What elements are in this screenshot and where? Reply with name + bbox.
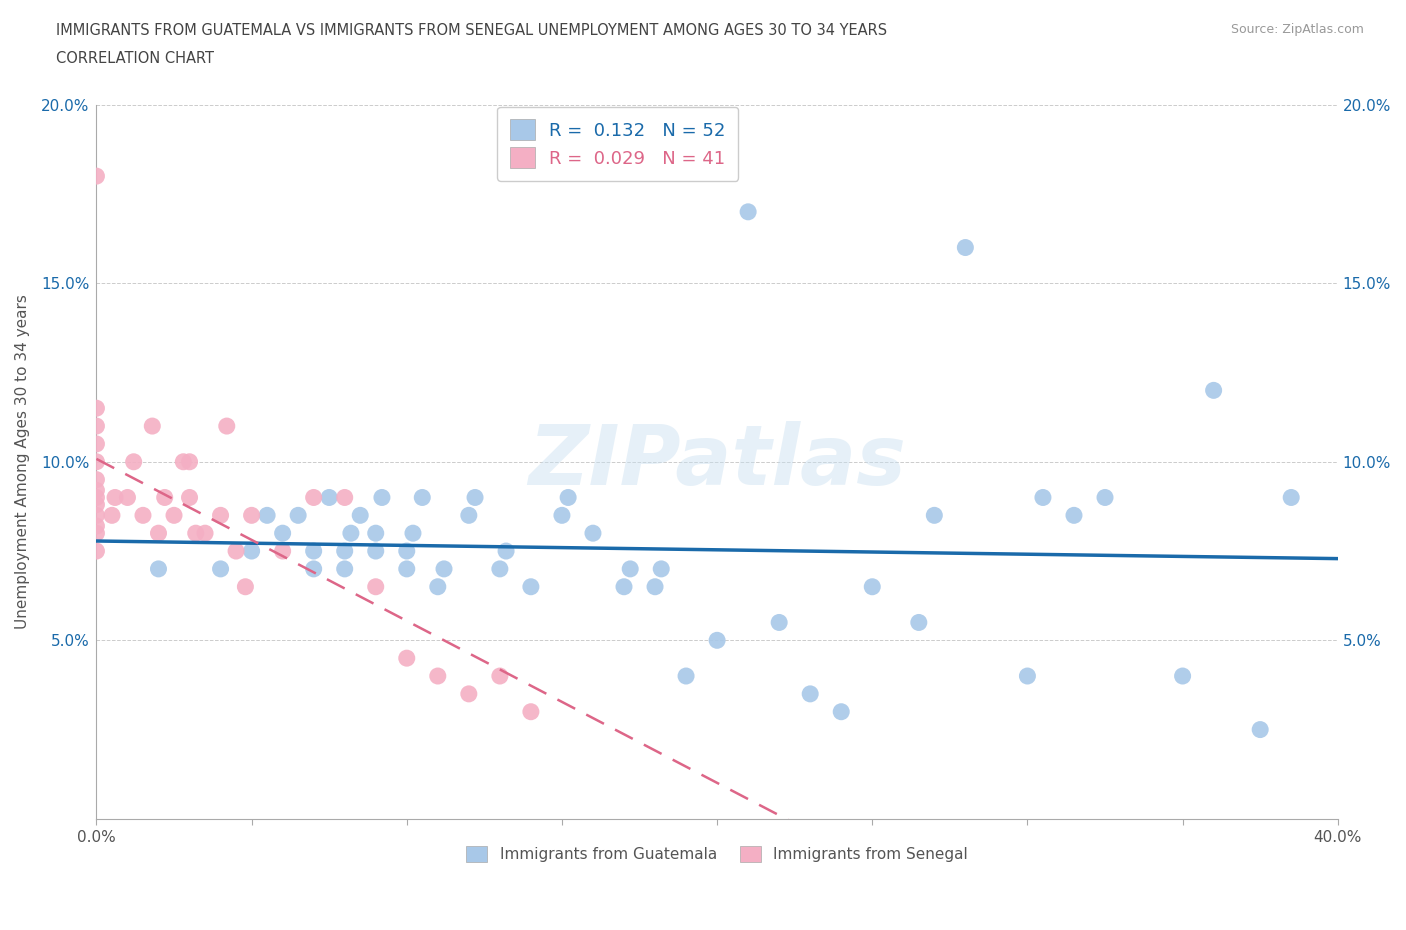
Text: CORRELATION CHART: CORRELATION CHART — [56, 51, 214, 66]
Point — [402, 525, 425, 540]
Point — [179, 490, 201, 505]
Point — [104, 490, 127, 505]
Point — [349, 508, 371, 523]
Point — [364, 544, 387, 559]
Point — [86, 168, 108, 183]
Point — [209, 508, 232, 523]
Point — [194, 525, 217, 540]
Point — [215, 418, 238, 433]
Point — [1063, 508, 1085, 523]
Point — [184, 525, 207, 540]
Point — [799, 686, 821, 701]
Point — [240, 508, 263, 523]
Point — [924, 508, 946, 523]
Point — [86, 519, 108, 534]
Point — [613, 579, 636, 594]
Point — [364, 579, 387, 594]
Point — [830, 704, 852, 719]
Text: Source: ZipAtlas.com: Source: ZipAtlas.com — [1230, 23, 1364, 36]
Point — [364, 525, 387, 540]
Legend: Immigrants from Guatemala, Immigrants from Senegal: Immigrants from Guatemala, Immigrants fr… — [460, 840, 974, 869]
Point — [1017, 669, 1039, 684]
Point — [395, 562, 418, 577]
Point — [582, 525, 605, 540]
Point — [520, 579, 543, 594]
Point — [860, 579, 883, 594]
Point — [86, 490, 108, 505]
Point — [86, 498, 108, 512]
Point — [209, 562, 232, 577]
Point — [240, 544, 263, 559]
Point — [86, 401, 108, 416]
Text: IMMIGRANTS FROM GUATEMALA VS IMMIGRANTS FROM SENEGAL UNEMPLOYMENT AMONG AGES 30 : IMMIGRANTS FROM GUATEMALA VS IMMIGRANTS … — [56, 23, 887, 38]
Point — [153, 490, 176, 505]
Point — [333, 490, 356, 505]
Point — [86, 525, 108, 540]
Point — [163, 508, 186, 523]
Point — [172, 455, 194, 470]
Point — [464, 490, 486, 505]
Point — [706, 633, 728, 648]
Point — [1094, 490, 1116, 505]
Point — [333, 562, 356, 577]
Point — [302, 562, 325, 577]
Point — [489, 562, 512, 577]
Point — [1032, 490, 1054, 505]
Point — [117, 490, 139, 505]
Point — [302, 490, 325, 505]
Point — [271, 525, 294, 540]
Point — [457, 508, 479, 523]
Point — [86, 472, 108, 487]
Point — [256, 508, 278, 523]
Point — [457, 686, 479, 701]
Point — [644, 579, 666, 594]
Point — [395, 544, 418, 559]
Point — [86, 544, 108, 559]
Point — [271, 544, 294, 559]
Point — [650, 562, 672, 577]
Point — [675, 669, 697, 684]
Point — [122, 455, 145, 470]
Point — [395, 651, 418, 666]
Point — [287, 508, 309, 523]
Point — [551, 508, 574, 523]
Point — [426, 669, 449, 684]
Point — [318, 490, 340, 505]
Y-axis label: Unemployment Among Ages 30 to 34 years: Unemployment Among Ages 30 to 34 years — [15, 294, 30, 630]
Point — [495, 544, 517, 559]
Point — [340, 525, 363, 540]
Point — [86, 508, 108, 523]
Point — [235, 579, 257, 594]
Point — [333, 544, 356, 559]
Text: ZIPatlas: ZIPatlas — [529, 421, 905, 502]
Point — [1171, 669, 1194, 684]
Point — [557, 490, 579, 505]
Point — [86, 455, 108, 470]
Point — [101, 508, 124, 523]
Point — [148, 525, 170, 540]
Point — [907, 615, 929, 630]
Point — [225, 544, 247, 559]
Point — [489, 669, 512, 684]
Point — [433, 562, 456, 577]
Point — [86, 418, 108, 433]
Point — [768, 615, 790, 630]
Point — [86, 436, 108, 451]
Point — [1249, 722, 1271, 737]
Point — [148, 562, 170, 577]
Point — [411, 490, 433, 505]
Point — [737, 205, 759, 219]
Point — [302, 544, 325, 559]
Point — [371, 490, 394, 505]
Point — [1279, 490, 1302, 505]
Point — [619, 562, 641, 577]
Point — [86, 483, 108, 498]
Point — [426, 579, 449, 594]
Point — [179, 455, 201, 470]
Point — [1202, 383, 1225, 398]
Point — [132, 508, 155, 523]
Point — [955, 240, 977, 255]
Point — [141, 418, 163, 433]
Point — [520, 704, 543, 719]
